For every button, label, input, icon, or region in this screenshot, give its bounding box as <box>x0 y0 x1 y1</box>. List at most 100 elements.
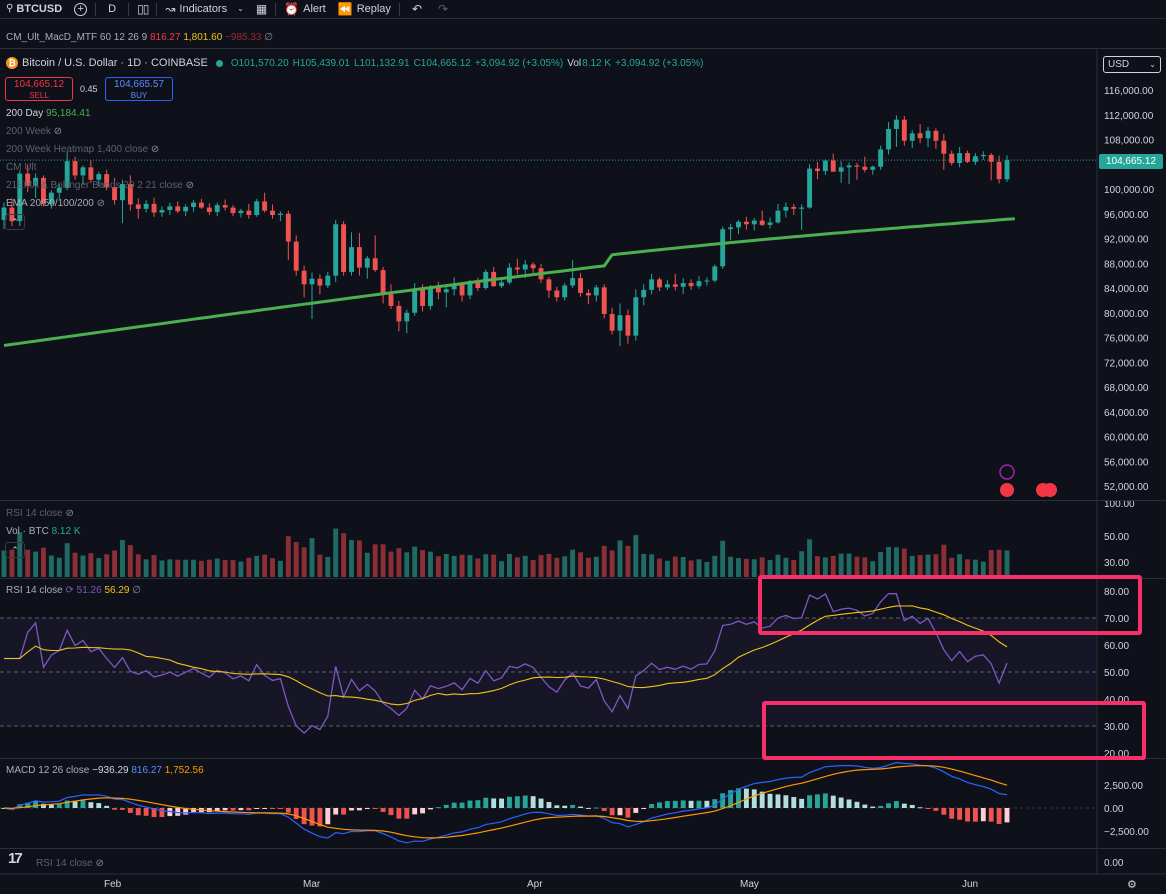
pane-separator[interactable] <box>0 500 1166 501</box>
macd-histogram-bar <box>41 803 46 808</box>
symbol-legend[interactable]: ₿ Bitcoin / U.S. Dollar · 1D · COINBASE … <box>6 57 703 69</box>
macd-histogram-bar <box>791 797 797 808</box>
macd-histogram-bar <box>736 788 741 808</box>
candle-body <box>396 305 402 322</box>
currency-select[interactable]: USD ⌄ <box>1103 56 1161 73</box>
volume-bar <box>522 555 528 577</box>
candle-body <box>704 280 710 282</box>
volume-bar <box>878 552 884 577</box>
macd-histogram-bar <box>285 808 291 813</box>
rsi-ma-line <box>4 605 1008 706</box>
macd-histogram-bar <box>578 806 583 808</box>
eye-off-icon[interactable]: ⊘ <box>95 858 104 869</box>
volume-bar <box>64 543 70 577</box>
us-flag-icon <box>1043 483 1057 497</box>
candle-body <box>127 184 133 205</box>
candle-body <box>641 289 647 298</box>
undo-button[interactable]: ↶ <box>402 0 432 19</box>
macd-mtf-legend[interactable]: CM_Ult_MacD_MTF 60 12 26 9 816.27 1,801.… <box>6 32 273 43</box>
pane-separator[interactable] <box>0 48 1166 49</box>
macd-histogram-bar <box>1004 808 1010 823</box>
volume-bar <box>570 549 576 577</box>
volume-scale-label: 50.00 <box>1104 532 1129 543</box>
chart-type-button[interactable]: ▯▯ <box>131 0 154 19</box>
macd-histogram-bar <box>657 802 662 808</box>
hidden-indicator-legend[interactable]: CM Ult <box>6 162 37 173</box>
candle-body <box>562 285 568 298</box>
volume-bar <box>767 560 773 577</box>
eye-off-icon[interactable]: ⊘ <box>150 144 160 155</box>
volume-bar <box>728 556 734 577</box>
symbol-search[interactable]: ⚲ BTCUSD <box>0 0 68 19</box>
macd-histogram-bar <box>301 808 307 825</box>
pane-separator[interactable] <box>0 848 1166 849</box>
volume-bar <box>901 548 907 577</box>
rsi-value: 51.26 <box>76 585 102 596</box>
volume-bar <box>451 555 457 577</box>
candle-body <box>254 201 260 215</box>
candle-body <box>499 282 504 287</box>
volume-bar <box>933 554 939 577</box>
w200-legend[interactable]: 200 Week ⊘ <box>6 126 62 137</box>
interval-button[interactable]: D <box>98 0 126 19</box>
volume-bar <box>996 549 1002 577</box>
volume-bar <box>483 554 489 577</box>
macd-histogram-bar <box>238 808 244 811</box>
macd-signal-line <box>3 765 1008 839</box>
collapse-pane-button[interactable]: ⌃ <box>5 542 25 558</box>
grid-icon: ▦ <box>255 2 268 16</box>
candle-body <box>48 192 54 204</box>
volume-bar <box>222 560 228 577</box>
macd-legend[interactable]: MACD 12 26 close −936.29 816.27 1,752.56 <box>6 765 204 776</box>
ema-bb-legend[interactable]: 21EMA & Bollinger Bands 20 2 21 close ⊘ <box>6 180 194 191</box>
indicators-button[interactable]: ↝ Indicators ⌄ <box>159 0 249 19</box>
compare-button[interactable]: + <box>68 0 93 19</box>
candle-body <box>775 210 781 223</box>
volume-bar <box>641 553 647 577</box>
spread-value: 0.45 <box>80 84 98 94</box>
eye-off-icon[interactable]: ⊘ <box>53 126 63 137</box>
volume-label: Vol · BTC <box>6 526 49 537</box>
sma200-legend[interactable]: 200 Day 95,184.41 <box>6 108 91 119</box>
redo-button[interactable]: ↷ <box>432 0 454 19</box>
volume-bar <box>704 562 710 577</box>
macd-histogram-bar <box>396 808 402 819</box>
candle-body <box>783 206 789 211</box>
volume-legend[interactable]: Vol · BTC 8.12 K <box>6 526 81 537</box>
eye-off-icon[interactable]: ⊘ <box>96 198 106 209</box>
eye-off-icon[interactable]: ⊘ <box>185 180 194 191</box>
rsi-legend[interactable]: RSI 14 close ⟳ 51.26 56.29 ∅ <box>6 585 141 596</box>
rsi-hidden-legend[interactable]: RSI 14 close ⊘ <box>6 508 74 519</box>
collapse-legend-button[interactable]: ⌃ <box>5 214 25 230</box>
volume-bar <box>530 560 536 577</box>
volume-bar <box>309 538 315 577</box>
pane-separator[interactable] <box>0 578 1166 579</box>
macd-histogram-bar <box>443 804 449 808</box>
volume-bar <box>364 552 370 577</box>
candle-body <box>120 184 125 201</box>
bitcoin-logo-icon: ₿ <box>6 57 18 69</box>
layouts-button[interactable]: ▦ <box>250 0 273 19</box>
alert-button[interactable]: ⏰ Alert <box>278 0 332 19</box>
w200-heatmap-legend[interactable]: 200 Week Heatmap 1,400 close ⊘ <box>6 144 159 155</box>
gear-icon[interactable]: ⚙ <box>1127 879 1137 891</box>
rsi-bottom-legend[interactable]: RSI 14 close ⊘ <box>36 858 104 869</box>
candle-body <box>751 220 757 225</box>
buy-button[interactable]: 104,665.57 BUY <box>105 77 173 101</box>
candle-body <box>451 284 457 290</box>
eye-off-icon[interactable]: ⊘ <box>65 508 74 519</box>
replay-button[interactable]: ⏪ Replay <box>332 0 397 19</box>
pane-separator[interactable] <box>0 758 1166 759</box>
price-scale-label: 56,000.00 <box>1104 457 1149 468</box>
candle-body <box>743 221 749 225</box>
macd-histogram-bar <box>25 802 31 808</box>
ema-legend[interactable]: EMA 20/50/100/200 ⊘ <box>6 198 105 209</box>
volume-bar <box>80 555 86 577</box>
macd-histogram-bar <box>704 800 710 808</box>
vol-change: +3,094.92 (+3.05%) <box>615 57 704 69</box>
sell-button[interactable]: 104,665.12 SELL <box>5 77 73 101</box>
volume-bar <box>143 559 149 577</box>
macd-histogram-bar <box>680 800 686 808</box>
candle-body <box>309 278 315 285</box>
